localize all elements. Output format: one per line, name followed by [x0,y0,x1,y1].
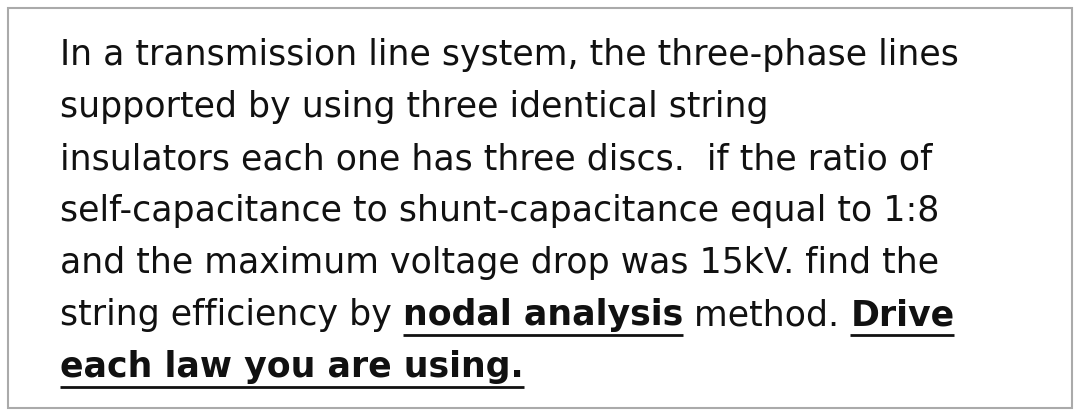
Text: Drive: Drive [850,298,955,332]
Text: string efficiency by: string efficiency by [60,298,403,332]
Text: In a transmission line system, the three-phase lines: In a transmission line system, the three… [60,38,959,72]
Text: and the maximum voltage drop was 15kV. find the: and the maximum voltage drop was 15kV. f… [60,246,940,280]
Text: supported by using three identical string: supported by using three identical strin… [60,90,769,124]
Text: insulators each one has three discs.  if the ratio of: insulators each one has three discs. if … [60,142,932,176]
Text: each law you are using.: each law you are using. [60,350,524,384]
Text: method.: method. [684,298,850,332]
Text: nodal analysis: nodal analysis [403,298,684,332]
Text: self-capacitance to shunt-capacitance equal to 1:8: self-capacitance to shunt-capacitance eq… [60,194,940,228]
